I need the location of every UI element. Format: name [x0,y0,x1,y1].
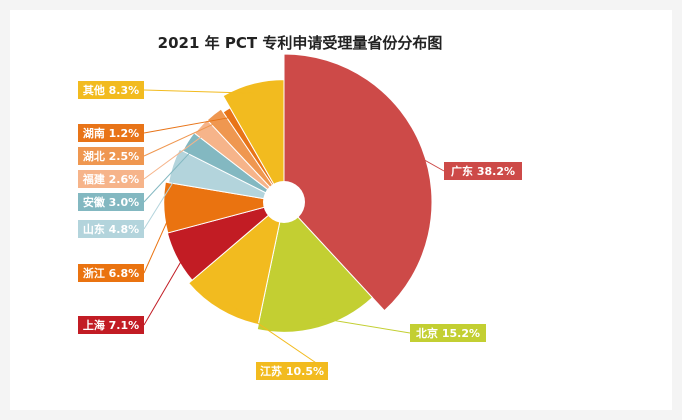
data-label: 湖北 2.5% [83,149,139,163]
data-label: 江苏 10.5% [260,364,324,378]
data-label: 安徽 3.0% [83,195,139,209]
leader-line [316,318,410,333]
pie-chart: 广东 38.2% 北京 15.2% 江苏 10.5% 上海 7.1% 浙江 6.8% 山东… [10,10,672,410]
chart-card: 2021 年 PCT 专利申请受理量省份分布图 广东 38.2%北京 15.2%… [10,10,672,410]
data-label: 福建 2.6% [82,172,139,186]
data-label: 广东 38.2% [451,164,515,178]
pie-center-hole [263,181,305,223]
data-label: 北京 15.2% [416,326,480,340]
data-label: 上海 7.1% [83,318,139,332]
data-label: 其他 8.3% [83,83,139,97]
data-label: 浙江 6.8% [83,266,139,280]
data-label: 山东 4.8% [83,222,139,236]
data-label: 湖南 1.2% [83,126,139,140]
leader-line [144,254,186,325]
